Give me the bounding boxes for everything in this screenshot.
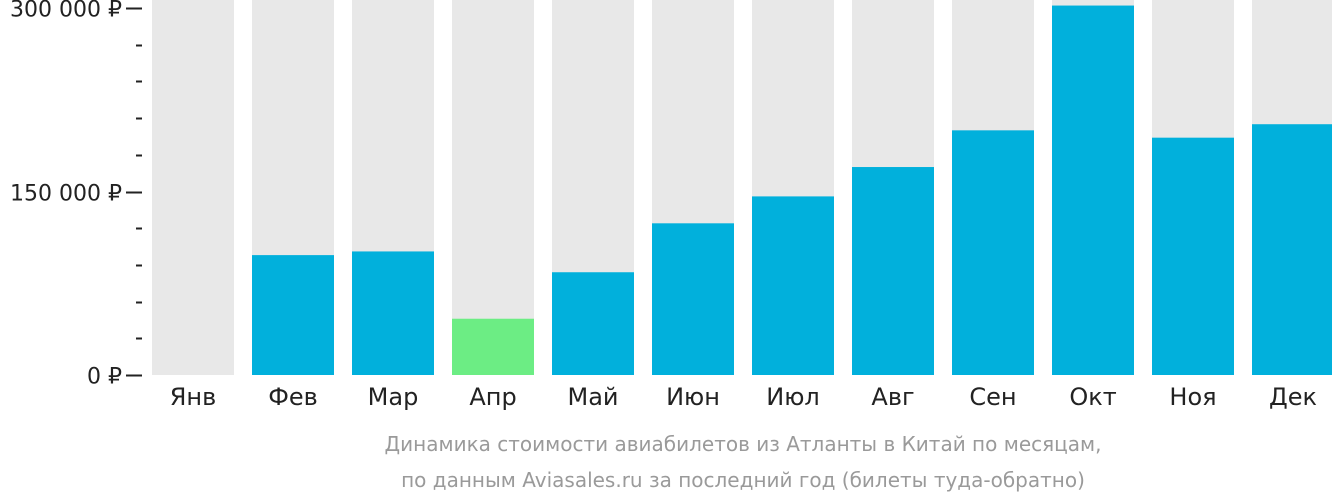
x-axis: Янв Фев Мар Апр Май Июн Июл Авг Сен Окт Ноя Дек	[170, 383, 1317, 411]
bar-Окт[interactable]	[1052, 5, 1134, 375]
bar-Мар[interactable]	[352, 251, 434, 375]
bars	[252, 5, 1332, 375]
bar-Фев[interactable]	[252, 255, 334, 375]
x-tick-label: Авг	[871, 383, 914, 411]
caption-line-2: по данным Aviasales.ru за последний год …	[401, 468, 1085, 492]
x-tick-label: Мар	[368, 383, 419, 411]
bar-Апр[interactable]	[452, 318, 534, 375]
chart-caption: Динамика стоимости авиабилетов из Атлант…	[385, 432, 1102, 492]
bar-Дек[interactable]	[1252, 124, 1332, 375]
x-tick-label: Сен	[969, 383, 1016, 411]
bar-Ноя[interactable]	[1152, 137, 1234, 375]
x-tick-label: Май	[567, 383, 618, 411]
bar-Июн[interactable]	[652, 223, 734, 375]
y-tick-label: 300 000 ₽	[10, 0, 122, 23]
y-axis: 0 ₽ 150 000 ₽ 300 000 ₽	[10, 0, 142, 390]
bar-Сен[interactable]	[952, 130, 1034, 375]
background-column	[152, 0, 234, 375]
x-tick-label: Июн	[666, 383, 720, 411]
x-tick-label: Фев	[268, 383, 318, 411]
x-tick-label: Окт	[1069, 383, 1116, 411]
bar-Авг[interactable]	[852, 167, 934, 375]
x-tick-label: Дек	[1269, 383, 1317, 411]
bar-Июл[interactable]	[752, 196, 834, 375]
caption-line-1: Динамика стоимости авиабилетов из Атлант…	[385, 432, 1102, 456]
x-tick-label: Июл	[766, 383, 820, 411]
x-tick-label: Ноя	[1169, 383, 1216, 411]
bar-Май[interactable]	[552, 272, 634, 375]
x-tick-label: Янв	[170, 383, 217, 411]
y-tick-label: 150 000 ₽	[10, 182, 122, 207]
background-column	[452, 0, 534, 375]
y-tick-label: 0 ₽	[87, 365, 122, 390]
x-tick-label: Апр	[469, 383, 516, 411]
